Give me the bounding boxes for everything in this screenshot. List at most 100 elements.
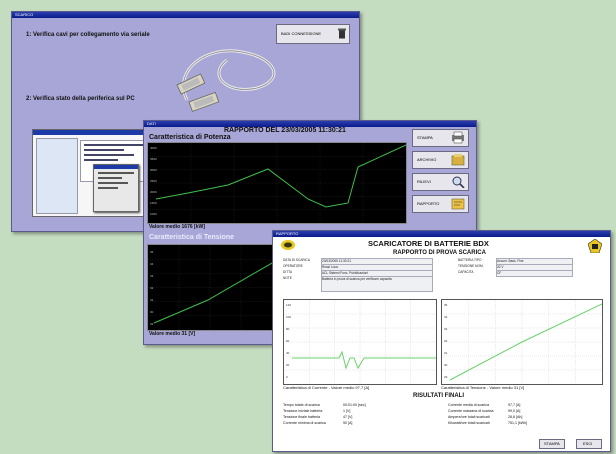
y-tick-label: 33 <box>150 274 154 278</box>
y-tick-label: 3000 <box>150 168 157 172</box>
result-label: Kilowatt/ore totali scaricati <box>448 421 490 425</box>
info-label: BATTERIA TIPO <box>458 258 482 262</box>
window-title: DATI <box>147 121 156 126</box>
current-chart: 120 100 80 60 40 20 0 <box>283 299 437 385</box>
connection-window-titlebar: SCARICO <box>12 12 359 18</box>
archive-icon <box>451 153 465 167</box>
connection-button[interactable]: BADI CONNESSIONE <box>276 24 350 44</box>
y-tick-label: 4000 <box>150 146 157 150</box>
report-button-label: ARCHIVIO <box>417 157 437 162</box>
info-value: Batteria in prova di scarica per verific… <box>321 275 433 292</box>
result-value: 97,7 [A] <box>508 403 521 407</box>
info-label: DITTA <box>283 270 292 274</box>
y-tick-label: 31 <box>150 298 154 302</box>
info-label: CAPACITA <box>458 270 474 274</box>
y-tick-label: 1500 <box>150 201 157 205</box>
y-tick-label: 30 <box>444 363 448 367</box>
result-value: 751,1 [kWh] <box>508 421 528 425</box>
window-title: RAPPORTO <box>276 231 299 236</box>
result-label: Tempo totale di scarica <box>283 403 320 407</box>
y-tick-label: 20 <box>286 363 290 367</box>
report-button-label: STAMPA <box>417 135 433 140</box>
info-label: TENSIONE NOM. <box>458 264 484 268</box>
current-chart-caption: Caratteristica di Corrente - Valore medi… <box>283 385 370 390</box>
y-tick-label: 29 <box>444 375 448 379</box>
step1-text: 1: Verifica cavi per collegamento via se… <box>26 32 150 38</box>
results-title: RISULTATI FINALI <box>413 393 464 399</box>
y-tick-label: 34 <box>150 262 154 266</box>
discharger-title: SCARICATORE DI BATTERIE BDX <box>368 239 489 248</box>
info-label: OPERATORE <box>283 264 303 268</box>
y-tick-label: 35 <box>444 303 448 307</box>
voltage-chart-caption: Caratteristica di Tensione - Valore medi… <box>441 385 525 390</box>
result-value: 00:01:00 [sec] <box>343 403 366 407</box>
report-button-archivio[interactable]: ARCHIVIO <box>412 151 469 169</box>
result-value: 1 [V] <box>343 409 351 413</box>
voltage-chart-footer: Valore medio 31 [V] <box>149 331 196 337</box>
magnifier-icon <box>451 175 465 189</box>
result-label: Corrente massima di scarica <box>448 409 494 413</box>
y-tick-label: 30 <box>150 310 154 314</box>
current-series-line <box>292 350 436 370</box>
y-tick-label: 60 <box>286 339 290 343</box>
result-label: Corrente media di scarica <box>448 403 489 407</box>
voltage-series-line <box>153 262 272 324</box>
voltage-chart: 35 34 33 32 31 30 29 <box>147 244 273 331</box>
device-manager-screenshot <box>32 129 152 217</box>
report-button-label: RILIEVI <box>417 179 431 184</box>
voltage-chart-title: Caratteristica di Tensione <box>149 234 235 241</box>
report-button-label: RAPPORTO <box>417 201 440 206</box>
trash-icon <box>338 28 346 40</box>
power-chart-title: Caratteristica di Potenza <box>149 134 231 141</box>
report-title: RAPPORTO DEL 23/03/2005 11:30:21 <box>224 127 346 134</box>
y-tick-label: 3500 <box>150 157 157 161</box>
y-tick-label: 120 <box>286 303 291 307</box>
result-value: 28,6 [Ah] <box>508 415 523 419</box>
y-tick-label: 29 <box>150 322 154 326</box>
y-tick-label: 31 <box>444 351 448 355</box>
y-tick-label: 32 <box>444 339 448 343</box>
connection-button-label: BADI CONNESSIONE <box>281 31 322 36</box>
info-label: DATA DI SCARICA <box>283 258 310 262</box>
company-logo-icon <box>281 240 295 250</box>
result-label: Tensione finale batteria <box>283 415 320 419</box>
power-chart: 4000 3500 3000 2500 2000 1500 1000 <box>147 142 407 224</box>
exit-button[interactable]: ESCI <box>576 439 602 449</box>
result-value: 90 [A] <box>343 421 353 425</box>
result-label: Corrente minima di scarica <box>283 421 326 425</box>
y-tick-label: 35 <box>150 250 154 254</box>
y-tick-label: 80 <box>286 327 290 331</box>
y-tick-label: 40 <box>286 351 290 355</box>
y-tick-label: 33 <box>444 327 448 331</box>
y-tick-label: 1000 <box>150 212 157 216</box>
exit-button-label: ESCI <box>583 441 593 446</box>
y-tick-label: 2500 <box>150 179 157 183</box>
power-chart-footer: Valore medio 1676 [kW] <box>149 224 205 230</box>
result-value: 99,0 [A] <box>508 409 521 413</box>
y-tick-label: 0 <box>286 375 288 379</box>
print-button-label: STAMPA <box>544 441 560 446</box>
battery-logo-icon <box>588 239 602 253</box>
discharge-subtitle: RAPPORTO DI PROVA SCARICA <box>393 250 486 256</box>
info-value: CF <box>496 269 573 277</box>
result-label: Ampere/ore totali scaricati <box>448 415 490 419</box>
report-button-stampa[interactable]: STAMPA <box>412 129 469 147</box>
discharge-report-window: RAPPORTO SCARICATORE DI BATTERIE BDX RAP… <box>272 230 611 452</box>
power-series-line <box>155 144 406 208</box>
y-tick-label: 32 <box>150 286 154 290</box>
report-window-titlebar: DATI <box>144 121 476 127</box>
report-icon <box>451 197 465 211</box>
printer-icon <box>451 131 465 145</box>
voltage-light-series-line <box>449 303 602 381</box>
y-tick-label: 100 <box>286 315 291 319</box>
discharge-report-titlebar: RAPPORTO <box>273 231 610 237</box>
info-label: NOTE <box>283 276 292 280</box>
result-label: Tensione iniziale batteria <box>283 409 323 413</box>
y-tick-label: 2000 <box>150 190 157 194</box>
step2-text: 2: Verifica stato della periferica sul P… <box>26 96 135 102</box>
serial-cable-icon <box>176 49 276 112</box>
report-button-rilievi[interactable]: RILIEVI <box>412 173 469 191</box>
report-button-rapporto[interactable]: RAPPORTO <box>412 195 469 213</box>
print-button[interactable]: STAMPA <box>539 439 565 449</box>
